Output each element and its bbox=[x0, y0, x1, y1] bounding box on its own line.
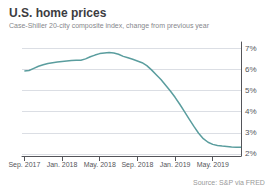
svg-text:May. 2018: May. 2018 bbox=[84, 161, 116, 169]
svg-text:2%: 2% bbox=[245, 149, 257, 158]
svg-text:3%: 3% bbox=[245, 128, 257, 137]
svg-text:Case-Shiller 20-city composite: Case-Shiller 20-city composite index, ch… bbox=[9, 22, 210, 30]
svg-text:Jan. 2019: Jan. 2019 bbox=[160, 161, 191, 168]
svg-text:May. 2019: May. 2019 bbox=[197, 161, 229, 169]
svg-text:5%: 5% bbox=[245, 86, 257, 95]
svg-text:Source: S&P via FRED: Source: S&P via FRED bbox=[193, 179, 265, 186]
svg-text:7%: 7% bbox=[245, 44, 257, 53]
svg-text:Sep. 2017: Sep. 2017 bbox=[8, 161, 40, 169]
svg-text:6%: 6% bbox=[245, 65, 257, 74]
svg-text:Sep. 2018: Sep. 2018 bbox=[121, 161, 153, 169]
svg-text:U.S. home prices: U.S. home prices bbox=[9, 6, 107, 20]
svg-text:4%: 4% bbox=[245, 107, 257, 116]
svg-text:Jan. 2018: Jan. 2018 bbox=[47, 161, 78, 168]
